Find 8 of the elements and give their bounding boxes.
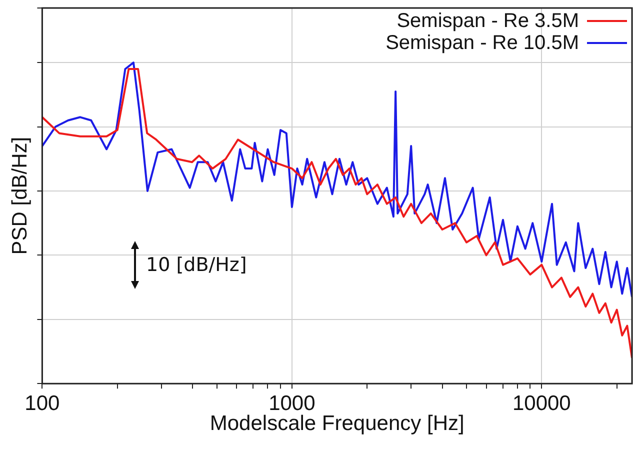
legend-label: Semispan - Re 10.5M [386, 32, 579, 54]
legend-label: Semispan - Re 3.5M [396, 10, 579, 32]
x-tick-label: 100 [24, 392, 60, 415]
y-axis-title: PSD [dB/Hz] [8, 136, 32, 255]
annotation: 10 [dB/Hz] [146, 254, 247, 276]
x-tick-label: 1000 [268, 392, 316, 415]
x-axis-title: Modelscale Frequency [Hz] [210, 412, 464, 436]
x-tick-label: 10000 [512, 392, 571, 415]
